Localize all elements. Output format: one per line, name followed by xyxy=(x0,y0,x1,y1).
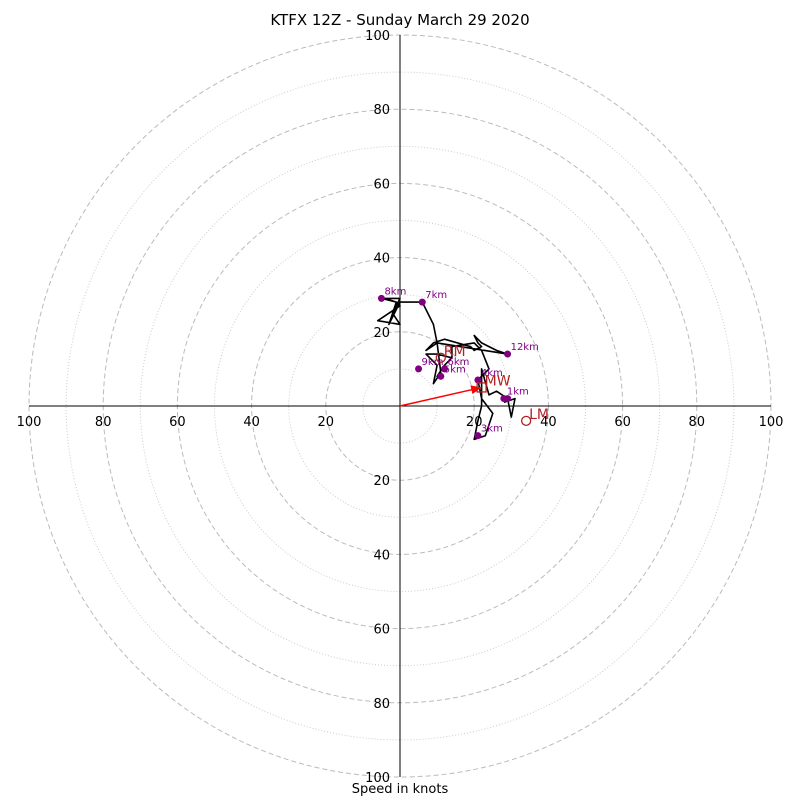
storm-label-LM: LM xyxy=(529,407,549,423)
height-label-6km: 6km xyxy=(448,357,470,368)
storm-motion-markers: RM MW LM xyxy=(435,344,549,426)
height-point-4km xyxy=(474,376,482,384)
chart-title: KTFX 12Z - Sunday March 29 2020 xyxy=(270,11,530,29)
height-point-12km xyxy=(504,350,512,358)
height-label-8km: 8km xyxy=(384,286,406,297)
height-point-3km xyxy=(474,432,482,440)
height-label-7km: 7km xyxy=(425,290,447,301)
hodograph-trace xyxy=(376,297,516,441)
height-point-8km xyxy=(377,294,385,302)
tick-label-left-60: 60 xyxy=(169,415,186,430)
height-label-3km: 3km xyxy=(481,424,503,435)
tick-label-top-80: 80 xyxy=(373,103,390,118)
height-point-9km xyxy=(415,365,423,373)
tick-label-top-100: 100 xyxy=(365,29,390,44)
height-point-6km xyxy=(441,365,449,373)
height-point-7km xyxy=(418,298,426,306)
tick-label-bottom-80: 80 xyxy=(373,697,390,712)
height-label-4km: 4km xyxy=(481,368,503,379)
tick-label-top-60: 60 xyxy=(373,177,390,192)
shear-vector xyxy=(399,385,482,407)
shear-arrow xyxy=(399,385,482,407)
tick-label-bottom-40: 40 xyxy=(373,548,390,563)
height-label-12km: 12km xyxy=(511,342,539,353)
height-point-5km xyxy=(437,372,445,380)
hodograph-line xyxy=(376,297,516,441)
tick-label-left-80: 80 xyxy=(95,415,112,430)
tick-label-bottom-100: 100 xyxy=(365,771,390,786)
height-label-9km: 9km xyxy=(422,357,444,368)
tick-label-right-60: 60 xyxy=(614,415,631,430)
tick-label-bottom-20: 20 xyxy=(373,474,390,489)
tick-label-top-40: 40 xyxy=(373,252,390,267)
height-point-1 xyxy=(504,395,512,403)
storm-marker-MW xyxy=(476,382,487,393)
storm-label-RM: RM xyxy=(444,344,466,360)
tick-label-left-40: 40 xyxy=(243,415,260,430)
tick-label-bottom-60: 60 xyxy=(373,623,390,638)
storm-label-MW: MW xyxy=(485,373,511,389)
height-label-5km: 5km xyxy=(444,364,466,375)
x-axis-label: Speed in knots xyxy=(351,782,449,797)
tick-label-right-80: 80 xyxy=(689,415,706,430)
tick-label-right-100: 100 xyxy=(759,415,784,430)
tick-label-left-100: 100 xyxy=(17,415,42,430)
storm-marker-LM xyxy=(520,415,532,426)
tick-label-right-40: 40 xyxy=(540,415,557,430)
tick-label-left-20: 20 xyxy=(318,415,335,430)
tick-label-top-20: 20 xyxy=(373,326,390,341)
height-label-1km: 1km xyxy=(507,387,529,398)
storm-marker-RM xyxy=(435,352,446,363)
